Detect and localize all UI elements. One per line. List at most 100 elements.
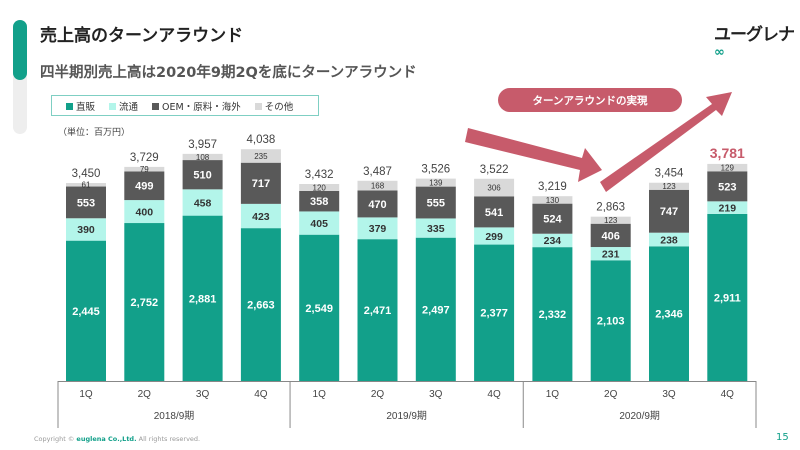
data-label: 2,445	[72, 306, 100, 318]
bar-segment	[66, 240, 106, 381]
bar-segment	[649, 246, 689, 381]
bar-segment	[299, 184, 340, 191]
total-label: 3,487	[363, 166, 392, 178]
bar-segment	[474, 196, 515, 228]
bar-segment	[66, 183, 106, 187]
infinity-icon: ∞	[714, 45, 725, 60]
bar-segment	[474, 244, 515, 381]
total-label: 3,450	[72, 168, 101, 180]
bar-segment	[707, 213, 748, 381]
bar-segment	[590, 216, 631, 224]
x-tick-label: 3Q	[196, 389, 210, 400]
turnaround-callout: ターンアラウンドの実現	[498, 88, 682, 112]
data-label: 130	[546, 196, 560, 205]
x-tick-label: 2Q	[138, 389, 152, 400]
bar-segment	[590, 223, 631, 248]
data-label: 717	[252, 178, 270, 190]
page-subtitle: 四半期別売上高は2020年9期2Qを底にターンアラウンド	[40, 65, 417, 81]
bar-segment	[124, 223, 165, 381]
bar-segment	[532, 233, 573, 248]
bar-segment	[299, 211, 340, 235]
bar-segment	[357, 239, 398, 381]
data-label: 405	[310, 218, 328, 230]
data-label: 129	[721, 163, 735, 172]
x-tick-label: 1Q	[79, 389, 93, 400]
data-label: 510	[193, 170, 211, 182]
data-label: 555	[427, 197, 445, 209]
bar-segment	[124, 200, 165, 224]
total-label: 3,729	[130, 152, 159, 164]
x-tick-label: 4Q	[487, 389, 501, 400]
turnaround-arrows	[465, 92, 732, 192]
bar-segment	[66, 218, 106, 241]
data-label: 2,377	[480, 308, 508, 320]
data-label: 123	[662, 182, 676, 191]
data-label: 406	[602, 230, 620, 242]
accent-bar	[13, 20, 27, 134]
bar-segment	[649, 182, 689, 190]
data-label: 238	[660, 234, 678, 246]
data-label: 524	[543, 214, 562, 226]
data-label: 523	[718, 181, 736, 193]
data-label: 335	[427, 223, 445, 235]
bar-segment	[532, 196, 573, 204]
x-tick-label: 3Q	[662, 389, 676, 400]
legend-item-distribution: 流通	[109, 99, 138, 113]
data-label: 120	[313, 183, 327, 192]
bar-segment	[240, 149, 281, 163]
bar-segment	[240, 203, 281, 229]
up-arrow	[600, 92, 732, 192]
data-label: 400	[136, 206, 154, 218]
bar-segment	[240, 228, 281, 381]
bar-segment	[182, 153, 223, 161]
legend-item-other: その他	[254, 99, 293, 113]
data-label: 139	[429, 178, 443, 187]
data-label: 2,497	[422, 304, 450, 316]
bar-segment	[415, 218, 456, 238]
x-tick-label: 4Q	[721, 389, 735, 400]
data-label: 2,663	[247, 300, 275, 312]
bar-segment	[66, 186, 106, 219]
data-label: 2,103	[597, 316, 625, 328]
data-label: 358	[310, 196, 328, 208]
bar-segment	[474, 178, 515, 197]
data-label: 2,471	[364, 305, 392, 317]
bar-segment	[299, 190, 340, 212]
data-label: 2,752	[131, 297, 159, 309]
bar-segment	[415, 237, 456, 381]
chart-legend: 直販 流通 OEM・原料・海外 その他	[51, 95, 319, 116]
data-label: 231	[602, 248, 620, 260]
data-label: 234	[544, 235, 562, 247]
data-label: 2,332	[539, 309, 567, 321]
data-label: 299	[485, 231, 503, 243]
bar-segment	[707, 201, 748, 214]
bar-segment	[649, 189, 689, 233]
data-label: 390	[77, 224, 95, 236]
bar-segment	[415, 178, 456, 187]
x-tick-label: 4Q	[254, 389, 268, 400]
data-label: 379	[369, 223, 387, 235]
total-label: 2,863	[596, 202, 625, 214]
total-label: 3,522	[480, 164, 509, 176]
data-label: 235	[254, 152, 268, 161]
bar-segment	[182, 215, 223, 381]
legend-item-oem: OEM・原料・海外	[152, 99, 241, 113]
page-title: 売上高のターンアラウンド	[40, 26, 244, 46]
data-label: 2,911	[714, 292, 741, 304]
total-label: 3,781	[710, 145, 745, 161]
data-label: 306	[487, 183, 501, 192]
total-label: 3,432	[305, 169, 334, 181]
unit-label: （単位：百万円）	[58, 128, 131, 138]
data-label: 2,549	[305, 303, 333, 315]
bar-segment	[124, 171, 165, 201]
data-label: 168	[371, 181, 385, 190]
data-label: 499	[135, 181, 153, 193]
group-label: 2020/9期	[619, 410, 660, 422]
bar-segment	[415, 186, 456, 219]
group-label: 2019/9期	[386, 410, 427, 422]
bar-segment	[182, 189, 223, 216]
data-label: 108	[196, 153, 210, 162]
bar-segment	[532, 203, 573, 234]
bar-segment	[590, 247, 631, 261]
